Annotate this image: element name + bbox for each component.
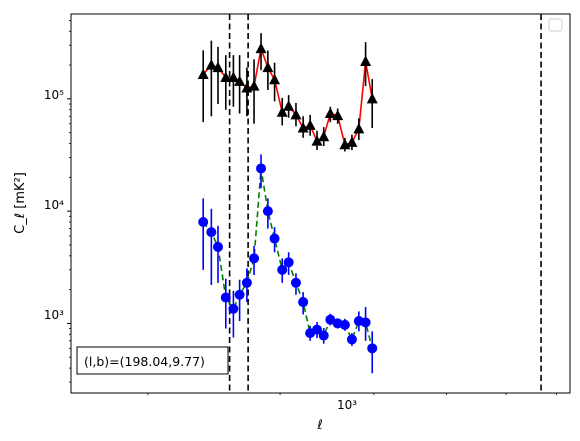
circle-marker [262,206,273,217]
triangle-marker [227,71,239,82]
circle-marker [318,330,329,341]
circle-marker [367,343,378,354]
circle-marker [241,277,252,288]
triangle-marker [234,75,246,86]
triangle-marker [283,100,295,111]
triangle-marker [197,68,209,79]
circle-marker [298,297,309,308]
circle-marker [269,233,280,244]
circle-marker [249,253,260,264]
y-tick-label-1e4: 10⁴ [44,198,64,212]
triangle-marker [304,119,316,130]
annotation-text: (l,b)=(198.04,9.77) [84,354,205,369]
circle-marker [228,303,239,314]
series-line-0 [202,45,374,146]
triangle-marker [324,107,336,119]
triangle-marker [318,130,330,142]
circle-marker [339,319,350,330]
y-tick-label-1e3: 10³ [44,308,64,322]
triangle-marker [346,136,358,147]
circle-marker [212,241,223,252]
triangle-marker [353,122,365,134]
circle-marker [220,292,231,303]
plot-frame [70,13,571,394]
triangle-marker [220,71,232,82]
triangle-marker [212,61,224,73]
triangle-marker [276,106,288,117]
circle-marker [198,217,209,228]
triangle-marker [332,109,344,121]
y-axis-label: C_ℓ [mK²] [13,172,28,234]
x-tick-label: 10³ [337,398,357,412]
circle-marker [283,257,294,268]
circle-marker [234,289,245,300]
triangle-marker [290,108,302,120]
circle-marker [346,334,357,345]
axis-ticks [67,19,557,395]
triangle-marker [205,59,217,70]
circle-marker [290,277,301,288]
plot-content [197,14,542,393]
x-axis-label: ℓ [316,418,322,433]
y-tick-label-1e5: 10⁵ [44,88,64,102]
circle-marker [256,163,267,174]
triangle-marker [248,80,260,91]
triangle-marker [311,135,323,146]
circle-marker [277,264,288,275]
triangle-marker [360,55,372,67]
triangle-marker [262,61,274,73]
circle-marker [206,227,217,238]
legend-box [548,18,563,32]
circle-marker [325,314,336,325]
triangle-marker [255,42,267,54]
triangle-marker [366,92,378,104]
annotation-box [76,346,229,375]
circle-marker [360,317,371,328]
circle-marker [312,324,323,335]
triangle-marker [269,73,281,85]
